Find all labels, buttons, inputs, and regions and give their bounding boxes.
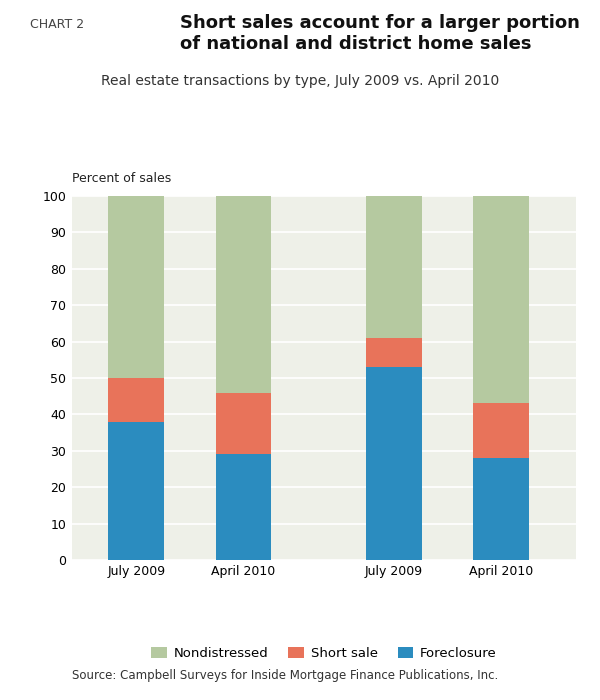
Text: CHART 2: CHART 2 [30,18,84,31]
Bar [215,454,271,560]
Bar [473,196,529,403]
Bar [215,393,271,454]
Text: Short sales account for a larger portion
of national and district home sales: Short sales account for a larger portion… [180,14,580,52]
Bar [366,367,422,560]
Bar [215,196,271,393]
Legend: Nondistressed, Short sale, Foreclosure: Nondistressed, Short sale, Foreclosure [151,647,497,660]
Bar [366,196,422,338]
Bar [109,196,164,378]
Bar [109,421,164,560]
Text: Percent of sales: Percent of sales [72,172,171,186]
Bar [473,403,529,458]
Text: Source: Campbell Surveys for Inside Mortgage Finance Publications, Inc.: Source: Campbell Surveys for Inside Mort… [72,669,498,682]
Bar [109,378,164,421]
Bar [473,458,529,560]
Text: Real estate transactions by type, July 2009 vs. April 2010: Real estate transactions by type, July 2… [101,74,499,88]
Bar [366,338,422,367]
